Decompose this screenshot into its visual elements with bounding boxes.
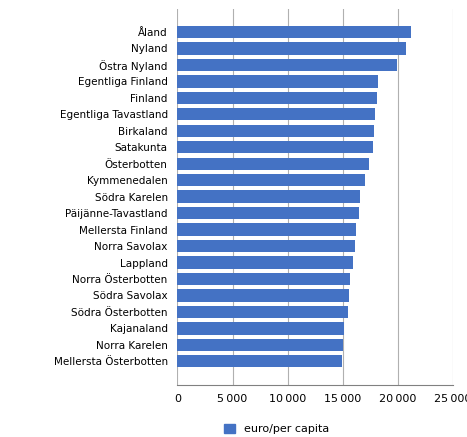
Bar	[177, 125, 374, 137]
Bar	[177, 339, 343, 351]
Bar	[177, 174, 365, 186]
Bar	[177, 26, 411, 38]
Bar	[177, 306, 348, 318]
Bar	[177, 273, 351, 285]
Bar	[177, 207, 359, 219]
Bar	[177, 240, 355, 252]
Bar	[177, 158, 369, 170]
Bar	[177, 92, 377, 104]
Bar	[177, 191, 361, 203]
Bar	[177, 141, 373, 153]
Bar	[177, 223, 356, 236]
Bar	[177, 42, 406, 55]
Bar	[177, 355, 342, 368]
Bar	[177, 75, 378, 87]
Bar	[177, 322, 344, 335]
Bar	[177, 289, 349, 302]
Bar	[177, 257, 353, 269]
Bar	[177, 59, 397, 71]
Bar	[177, 108, 375, 121]
Legend: euro/per capita: euro/per capita	[224, 424, 330, 434]
